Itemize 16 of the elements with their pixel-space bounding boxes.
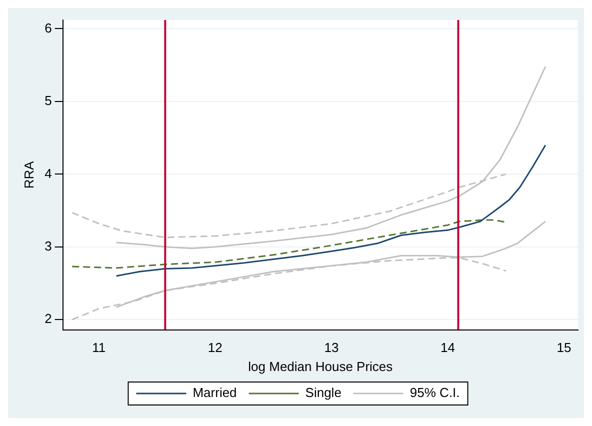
x-tick-label: 14 [440, 340, 455, 356]
y-tick-label: 3 [44, 238, 52, 254]
x-tick-label: 13 [324, 340, 339, 356]
x-tick-label: 15 [556, 340, 572, 356]
x-tick-label: 11 [92, 340, 106, 356]
x-axis-title: log Median House Prices [248, 358, 394, 374]
y-tick-label: 2 [44, 311, 52, 326]
x-tick-label: 12 [208, 340, 222, 356]
line-series [71, 219, 507, 269]
y-tick-label: 6 [44, 20, 52, 36]
y-tick-label: 4 [44, 166, 52, 181]
legend-label: Married [192, 385, 237, 400]
y-axis-title: RRA [21, 160, 36, 189]
legend-label: Single [305, 385, 342, 400]
legend-label: 95% C.I. [410, 385, 460, 400]
y-tick-label: 5 [44, 93, 52, 108]
